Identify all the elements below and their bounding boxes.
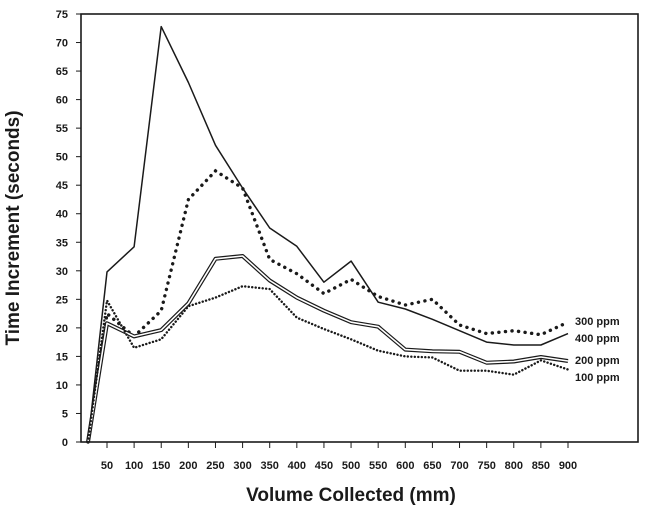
- x-tick-label: 850: [532, 460, 550, 472]
- y-tick-label: 30: [56, 266, 68, 278]
- series-line-200-ppm: [86, 254, 569, 443]
- x-tick-label: 750: [477, 460, 495, 472]
- x-axis-ticks: 50 100 150 200 250 300 350 400 450 500 550 600 650 70…: [101, 442, 577, 472]
- y-tick-label: 65: [56, 66, 68, 78]
- x-tick-label: 900: [559, 460, 577, 472]
- series-label-400-ppm: 400 ppm: [575, 333, 620, 345]
- series-label-300-ppm: 300 ppm: [575, 316, 620, 328]
- y-tick-label: 20: [56, 323, 68, 335]
- y-axis-title: Time Increment (seconds): [3, 110, 24, 345]
- series-line-300-ppm: [86, 168, 570, 444]
- y-tick-label: 45: [56, 180, 68, 192]
- series-labels: 300 ppm 400 ppm 200 ppm 100 ppm: [575, 316, 620, 384]
- y-tick-label: 40: [56, 209, 68, 221]
- y-tick-label: 0: [62, 437, 68, 449]
- y-tick-label: 35: [56, 237, 68, 249]
- y-tick-label: 70: [56, 38, 68, 50]
- x-tick-label: 250: [206, 460, 224, 472]
- x-tick-label: 50: [101, 460, 113, 472]
- series-line-100-ppm: [86, 284, 570, 444]
- series-line-400-ppm: [87, 25, 569, 443]
- x-tick-label: 550: [369, 460, 387, 472]
- x-tick-label: 100: [125, 460, 143, 472]
- plot-frame: [80, 13, 639, 443]
- series-lines: [86, 25, 570, 444]
- y-axis-ticks: 0 5 10 15 20 25 30 35 40 45 50 55 60 65 70 75: [56, 9, 81, 449]
- y-tick-label: 60: [56, 95, 68, 107]
- x-tick-label: 300: [233, 460, 251, 472]
- x-axis-title: Volume Collected (mm): [246, 485, 456, 506]
- y-tick-label: 75: [56, 9, 68, 21]
- x-tick-label: 450: [315, 460, 333, 472]
- y-tick-label: 5: [62, 408, 68, 420]
- x-tick-label: 200: [179, 460, 197, 472]
- x-tick-label: 350: [261, 460, 279, 472]
- x-tick-label: 800: [505, 460, 523, 472]
- y-tick-label: 25: [56, 294, 68, 306]
- x-tick-label: 650: [423, 460, 441, 472]
- x-tick-label: 700: [450, 460, 468, 472]
- y-tick-label: 55: [56, 123, 68, 135]
- y-tick-label: 15: [56, 351, 68, 363]
- x-tick-label: 400: [288, 460, 306, 472]
- y-tick-label: 50: [56, 152, 68, 164]
- x-tick-label: 600: [396, 460, 414, 472]
- y-tick-label: 10: [56, 380, 68, 392]
- series-label-200-ppm: 200 ppm: [575, 355, 620, 367]
- x-tick-label: 500: [342, 460, 360, 472]
- x-tick-label: 150: [152, 460, 170, 472]
- series-label-100-ppm: 100 ppm: [575, 372, 620, 384]
